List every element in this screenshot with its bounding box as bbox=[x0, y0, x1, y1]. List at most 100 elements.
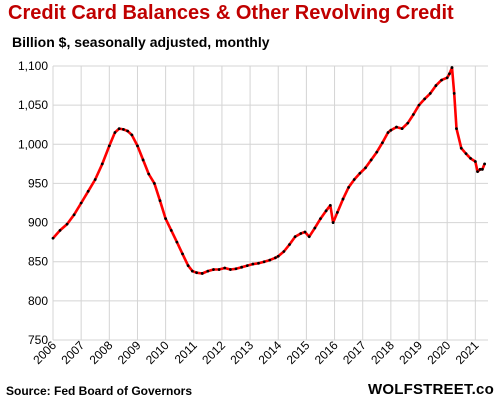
data-point bbox=[107, 144, 111, 148]
data-point bbox=[319, 217, 322, 221]
data-point bbox=[375, 150, 379, 154]
data-point bbox=[147, 172, 151, 176]
x-tick-label: 2015 bbox=[284, 338, 313, 367]
x-tick-label: 2008 bbox=[87, 338, 116, 367]
y-tick-label: 900 bbox=[28, 216, 48, 230]
data-point bbox=[483, 162, 487, 166]
data-point bbox=[262, 260, 266, 264]
data-point bbox=[223, 266, 227, 270]
brand-logo: WOLFSTREET.com bbox=[368, 381, 494, 398]
data-point bbox=[352, 178, 356, 181]
x-axis-ticks: 2006 2007 2008 2009 2010 2011 2012 2013 2014 2015… bbox=[30, 338, 481, 367]
chart-subtitle: Billion $, seasonally adjusted, monthly bbox=[12, 34, 270, 50]
data-point bbox=[478, 167, 482, 171]
data-point bbox=[347, 185, 351, 189]
data-point bbox=[386, 131, 390, 134]
data-point bbox=[206, 269, 210, 273]
data-point bbox=[158, 199, 162, 203]
x-tick-label: 2012 bbox=[199, 338, 228, 367]
y-tick-label: 750 bbox=[28, 333, 48, 347]
data-point bbox=[234, 267, 238, 271]
data-point bbox=[417, 103, 421, 107]
data-point bbox=[136, 144, 139, 148]
data-point bbox=[335, 210, 339, 214]
data-point bbox=[440, 78, 443, 82]
data-point bbox=[245, 264, 249, 268]
x-tick-label: 2010 bbox=[143, 338, 172, 367]
data-point bbox=[331, 221, 335, 224]
data-point bbox=[79, 201, 83, 205]
y-tick-label: 850 bbox=[28, 255, 48, 269]
data-point bbox=[86, 189, 90, 193]
y-tick-label: 800 bbox=[28, 294, 48, 308]
data-point bbox=[434, 84, 438, 87]
data-point bbox=[100, 162, 104, 166]
data-point bbox=[169, 229, 173, 232]
data-point bbox=[476, 170, 479, 174]
data-point bbox=[406, 121, 410, 125]
data-point bbox=[389, 128, 393, 132]
data-point bbox=[480, 167, 484, 171]
data-point bbox=[217, 268, 221, 271]
data-point bbox=[395, 125, 398, 129]
data-point bbox=[186, 264, 190, 268]
chart-title: Credit Card Balances & Other Revolving C… bbox=[8, 2, 454, 24]
data-point bbox=[251, 262, 255, 266]
data-point bbox=[400, 127, 404, 131]
y-tick-label: 1,100 bbox=[18, 59, 48, 73]
data-point bbox=[328, 203, 332, 207]
data-point bbox=[152, 182, 156, 185]
data-point bbox=[240, 265, 244, 269]
data-point bbox=[358, 171, 362, 175]
data-point bbox=[274, 256, 277, 260]
gridlines bbox=[52, 65, 488, 341]
data-point bbox=[448, 72, 451, 76]
x-tick-label: 2007 bbox=[58, 338, 87, 367]
x-tick-label: 2009 bbox=[115, 338, 144, 367]
data-point bbox=[200, 272, 204, 275]
data-point bbox=[190, 269, 194, 273]
data-point bbox=[445, 76, 449, 80]
data-point bbox=[452, 92, 456, 95]
x-tick-label: 2013 bbox=[227, 338, 256, 367]
data-point bbox=[58, 229, 62, 232]
data-point bbox=[303, 230, 307, 234]
data-point bbox=[51, 236, 55, 240]
data-point bbox=[268, 258, 272, 262]
y-axis-ticks: 750 800 850 900 950 1,000 1,050 1,100 bbox=[18, 59, 48, 347]
data-point bbox=[195, 271, 198, 275]
x-tick-label: 2014 bbox=[256, 338, 285, 367]
data-point bbox=[293, 235, 297, 239]
data-point bbox=[324, 209, 328, 213]
data-point bbox=[257, 261, 260, 265]
data-point bbox=[130, 133, 134, 137]
data-point bbox=[341, 197, 345, 201]
data-point bbox=[450, 66, 454, 69]
data-point bbox=[276, 254, 280, 258]
data-point bbox=[181, 252, 184, 256]
data-point bbox=[65, 222, 69, 226]
data-point bbox=[459, 146, 463, 150]
data-point bbox=[282, 250, 286, 253]
data-point bbox=[126, 129, 130, 133]
x-tick-label: 2016 bbox=[312, 338, 341, 367]
data-point bbox=[307, 235, 311, 239]
data-point bbox=[381, 141, 384, 145]
data-point bbox=[93, 178, 97, 181]
source-note: Source: Fed Board of Governors bbox=[6, 384, 193, 398]
x-tick-label: 2019 bbox=[396, 338, 425, 367]
series-line bbox=[52, 66, 486, 275]
y-tick-label: 1,000 bbox=[18, 137, 48, 151]
data-point bbox=[113, 131, 117, 134]
data-point bbox=[175, 240, 179, 244]
plot-area bbox=[51, 66, 487, 275]
data-point bbox=[212, 268, 215, 271]
x-tick-label: 2021 bbox=[453, 338, 482, 367]
data-point bbox=[164, 217, 168, 221]
data-point bbox=[117, 127, 121, 131]
data-point bbox=[313, 226, 317, 230]
data-point bbox=[469, 156, 472, 160]
data-point bbox=[299, 232, 303, 235]
data-point bbox=[473, 160, 477, 163]
